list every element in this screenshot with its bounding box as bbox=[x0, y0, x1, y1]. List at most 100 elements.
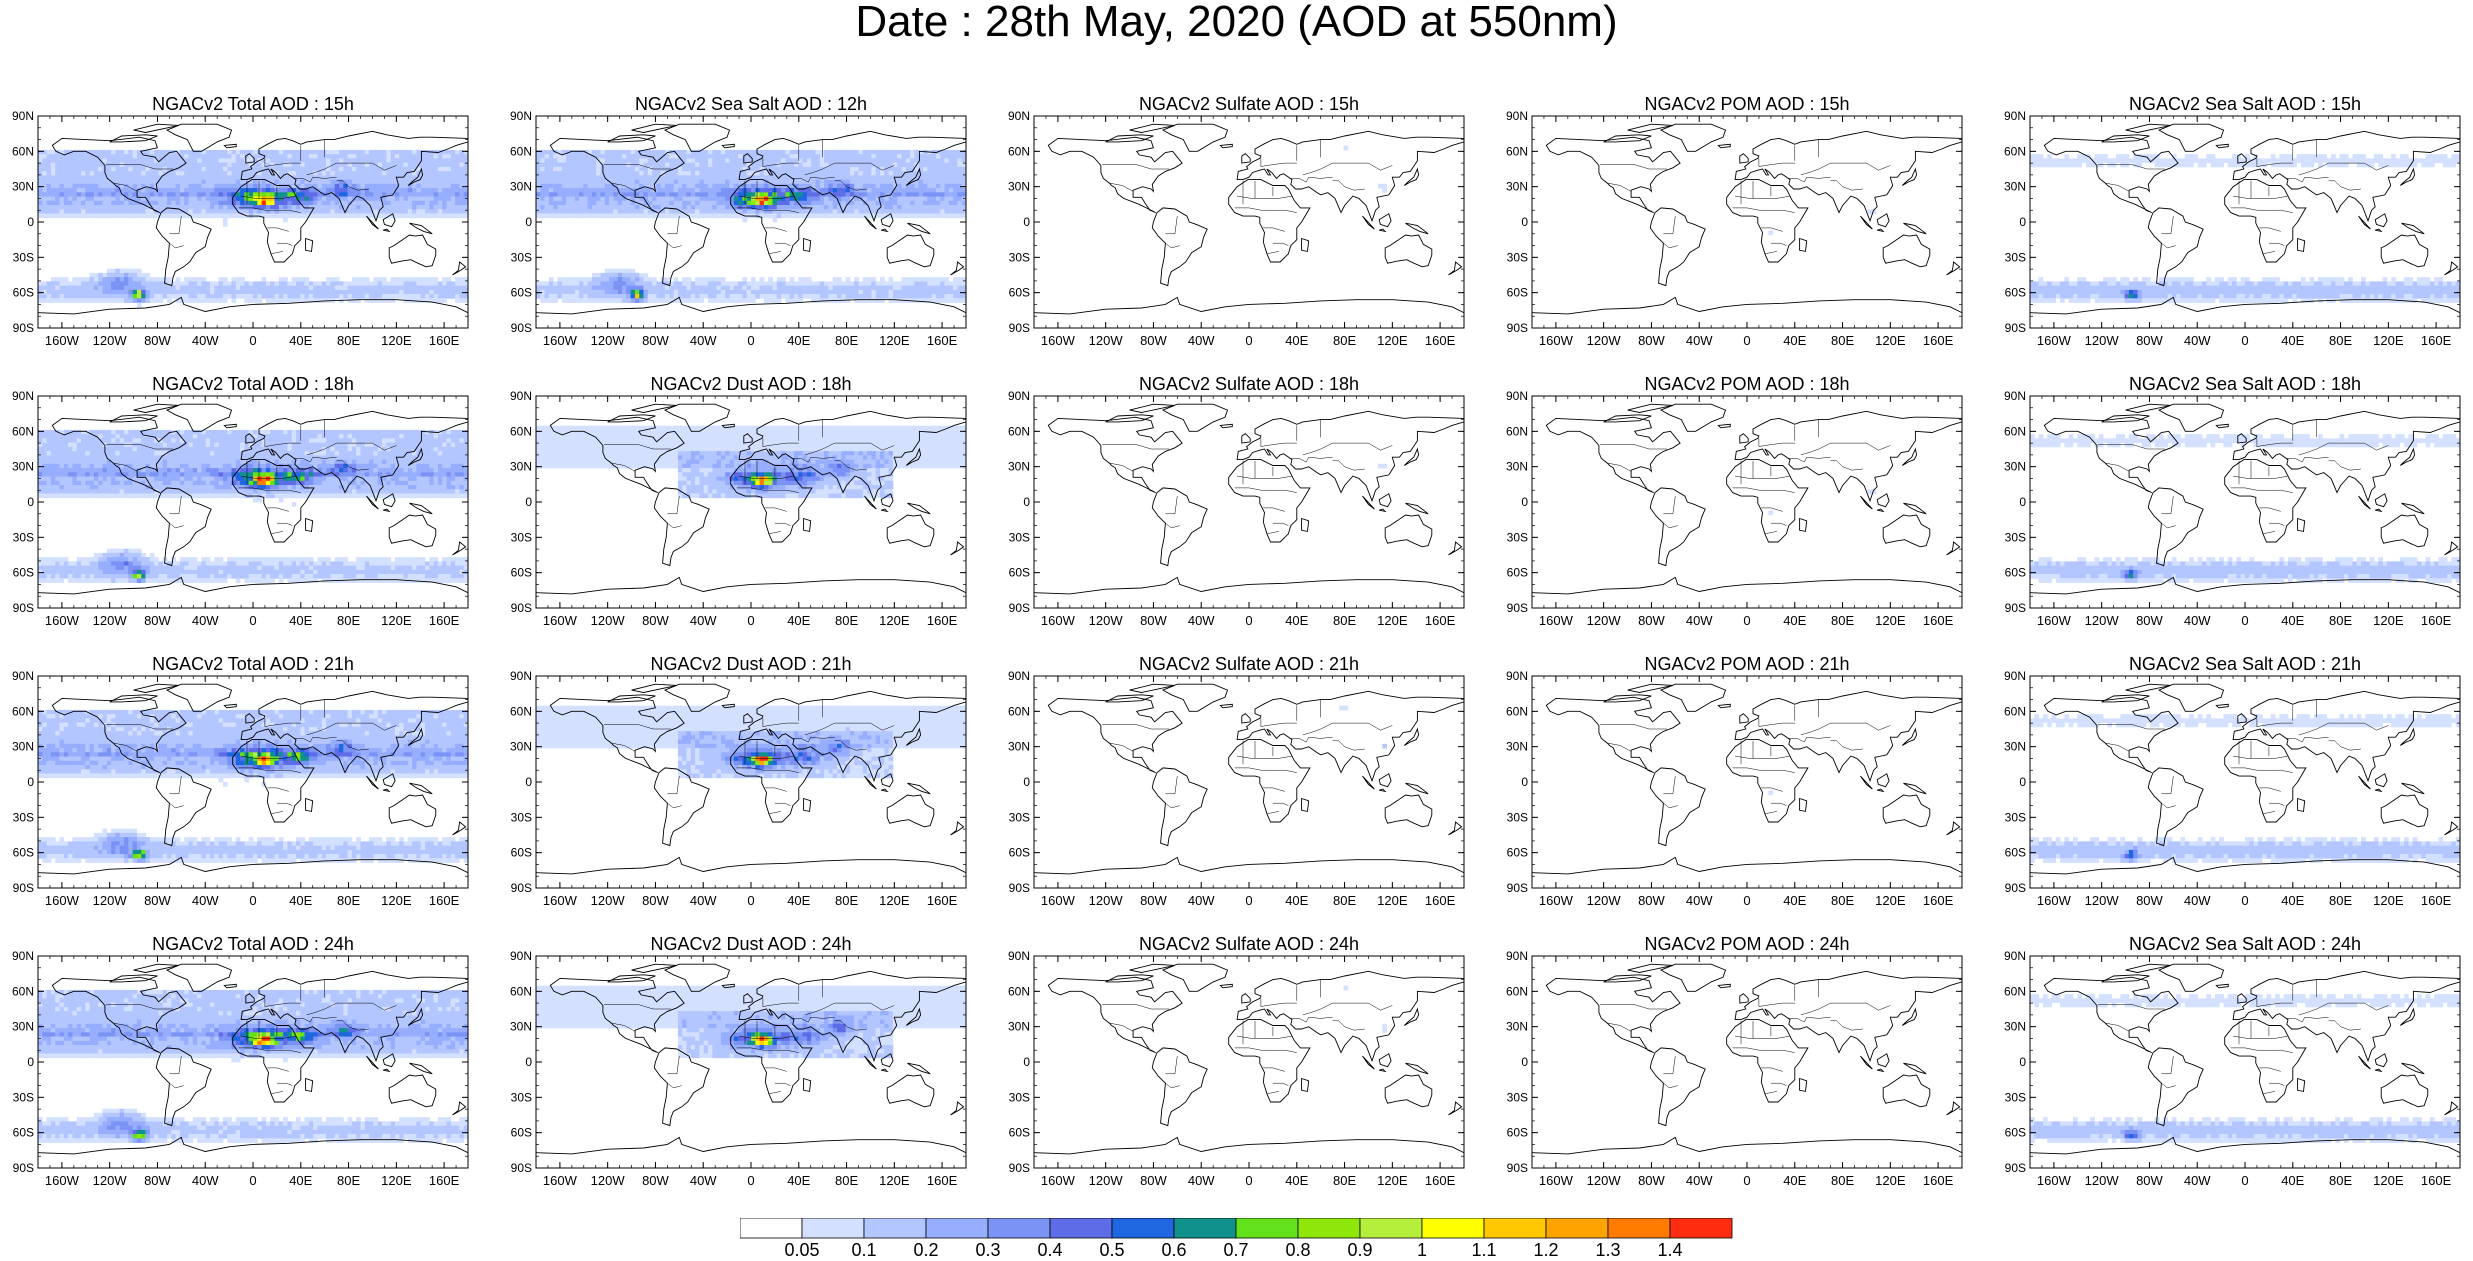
lat-tick-label: 60S bbox=[1507, 286, 1528, 300]
aod-cell bbox=[179, 171, 185, 176]
aod-cell bbox=[420, 298, 426, 303]
aod-cell bbox=[579, 277, 584, 282]
aod-cell bbox=[785, 188, 791, 193]
lon-tick-label: 120W bbox=[1089, 333, 1124, 348]
aod-cell bbox=[720, 196, 726, 202]
aod-cell bbox=[179, 183, 185, 189]
aod-cell bbox=[948, 158, 954, 164]
aod-cell bbox=[892, 294, 898, 299]
aod-cell bbox=[119, 289, 125, 295]
lon-tick-label: 80E bbox=[835, 333, 858, 348]
aod-cell bbox=[369, 209, 374, 214]
aod-cell bbox=[369, 179, 374, 185]
aod-cell bbox=[2318, 158, 2323, 164]
aod-cell bbox=[386, 171, 391, 176]
aod-cell bbox=[669, 298, 674, 303]
aod-cell bbox=[2141, 277, 2147, 282]
country-border bbox=[336, 180, 369, 191]
aod-cell bbox=[647, 166, 653, 172]
aod-cell bbox=[124, 188, 129, 193]
aod-cell bbox=[837, 213, 842, 219]
aod-cell bbox=[888, 205, 894, 210]
aod-cell bbox=[544, 158, 550, 164]
aod-cell bbox=[858, 289, 864, 295]
aod-cell bbox=[111, 205, 116, 210]
aod-cell bbox=[351, 209, 357, 214]
aod-cell bbox=[420, 166, 426, 172]
aod-cell bbox=[888, 200, 894, 206]
coastline bbox=[1726, 179, 1809, 263]
aod-cell bbox=[2141, 281, 2147, 286]
aod-cell bbox=[240, 294, 245, 299]
aod-cell bbox=[966, 214, 971, 219]
aod-cell bbox=[656, 285, 662, 291]
aod-cell bbox=[695, 149, 700, 155]
aod-cell bbox=[824, 162, 829, 168]
aod-cell bbox=[570, 281, 576, 286]
aod-cell bbox=[119, 192, 125, 197]
aod-cell bbox=[2227, 162, 2233, 168]
aod-cell bbox=[677, 196, 683, 202]
aod-cell bbox=[583, 179, 588, 185]
aod-cell bbox=[2077, 158, 2082, 164]
aod-cell bbox=[854, 154, 859, 159]
aod-cell bbox=[639, 285, 644, 291]
aod-cell bbox=[643, 213, 649, 219]
aod-cell bbox=[210, 209, 215, 214]
aod-cell bbox=[111, 285, 116, 291]
aod-cell bbox=[399, 183, 404, 189]
aod-cell bbox=[253, 188, 258, 193]
aod-cell bbox=[2107, 158, 2113, 164]
aod-cell bbox=[248, 285, 254, 291]
aod-cell bbox=[407, 171, 413, 176]
aod-cell bbox=[622, 200, 627, 206]
aod-cell bbox=[356, 298, 361, 303]
aod-cell bbox=[2460, 154, 2465, 159]
aod-cell bbox=[548, 281, 554, 286]
aod-cell bbox=[566, 277, 571, 282]
aod-cell bbox=[961, 179, 966, 185]
aod-cell bbox=[446, 277, 452, 282]
aod-cell bbox=[617, 209, 623, 214]
aod-cell bbox=[613, 281, 619, 286]
aod-cell bbox=[278, 277, 284, 282]
aod-cell bbox=[854, 294, 859, 299]
aod-cell bbox=[214, 196, 219, 202]
aod-cell bbox=[811, 188, 816, 193]
aod-cell bbox=[935, 154, 941, 159]
aod-cell bbox=[837, 166, 842, 172]
aod-cell bbox=[548, 183, 554, 189]
aod-cell bbox=[776, 149, 782, 155]
aod-cell bbox=[222, 281, 228, 286]
coastline bbox=[1379, 228, 1387, 233]
aod-cell bbox=[544, 209, 550, 214]
lat-tick-label: 60N bbox=[12, 144, 34, 158]
antarctic-coast bbox=[38, 296, 468, 315]
aod-cell bbox=[914, 289, 920, 295]
aod-cell bbox=[824, 175, 829, 180]
aod-cell bbox=[2339, 277, 2345, 282]
aod-cell bbox=[931, 277, 937, 282]
aod-cell bbox=[468, 158, 473, 163]
aod-cell bbox=[591, 272, 597, 278]
aod-cell bbox=[677, 183, 683, 189]
aod-cell bbox=[841, 154, 846, 159]
aod-cell bbox=[304, 298, 310, 303]
lon-tick-label: 120E bbox=[1875, 333, 1906, 348]
aod-cell bbox=[695, 289, 700, 295]
aod-cell bbox=[622, 149, 627, 155]
aod-cell bbox=[957, 179, 963, 185]
aod-cell bbox=[2227, 277, 2233, 282]
aod-cell bbox=[317, 196, 323, 202]
aod-cell bbox=[407, 188, 413, 193]
aod-cell bbox=[136, 162, 142, 168]
aod-cell bbox=[55, 196, 60, 202]
aod-cell bbox=[729, 175, 735, 180]
aod-cell bbox=[695, 171, 700, 176]
aod-cell bbox=[613, 277, 619, 282]
aod-cell bbox=[918, 298, 924, 303]
aod-cell bbox=[858, 294, 864, 299]
aod-cell bbox=[802, 289, 808, 295]
aod-cell bbox=[201, 209, 207, 214]
aod-cell bbox=[330, 196, 336, 202]
